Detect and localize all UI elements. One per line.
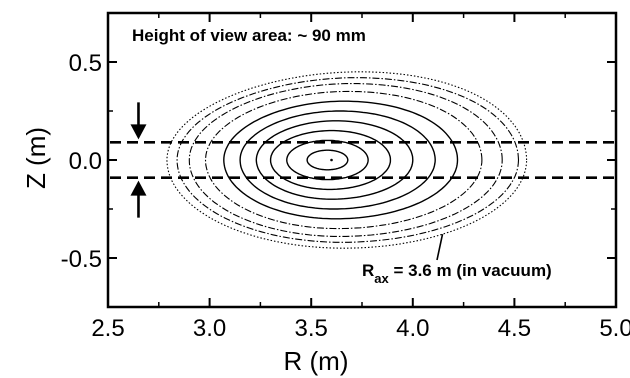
rax-annotation-main: R — [362, 261, 374, 280]
flux-surface — [204, 90, 483, 230]
rax-annotation-rest: = 3.6 m (in vacuum) — [389, 261, 552, 280]
flux-surface — [255, 120, 414, 200]
x-tick-label: 5.0 — [599, 315, 630, 342]
x-tick-label: 3.5 — [295, 315, 328, 342]
x-tick-label: 2.5 — [91, 315, 124, 342]
flux-surface — [166, 71, 528, 249]
lower-arrow-head — [130, 180, 147, 196]
y-tick-label: -0.5 — [61, 246, 102, 273]
view-area-annotation: Height of view area: ~ 90 mm — [132, 26, 366, 45]
flux-surfaces — [166, 71, 528, 249]
rax-leader-line — [436, 234, 444, 261]
flux-surface — [306, 149, 349, 171]
chart-marks — [110, 102, 614, 261]
flux-surface — [239, 110, 436, 210]
flux-surface — [223, 100, 459, 220]
magnetic-axis-point — [330, 158, 333, 162]
x-axis-label: R (m) — [284, 346, 349, 376]
upper-arrow-head — [130, 124, 147, 140]
flux-surface — [188, 83, 503, 237]
axis-ticks: 2.5 3.0 3.5 4.0 4.5 5.0 0.5 0.0 -0.5 — [61, 13, 630, 342]
rax-annotation: Rax = 3.6 m (in vacuum) — [362, 261, 552, 286]
x-tick-label: 3.0 — [193, 315, 226, 342]
flux-surface — [269, 129, 392, 191]
y-tick-label: 0.5 — [69, 50, 102, 77]
flux-surface — [286, 139, 369, 181]
x-tick-label: 4.5 — [498, 315, 531, 342]
flux-surface — [176, 77, 520, 243]
x-tick-label: 4.0 — [396, 315, 429, 342]
rax-annotation-subscript: ax — [374, 271, 389, 286]
y-tick-label: 0.0 — [69, 148, 102, 175]
y-axis-label: Z (m) — [21, 127, 51, 189]
